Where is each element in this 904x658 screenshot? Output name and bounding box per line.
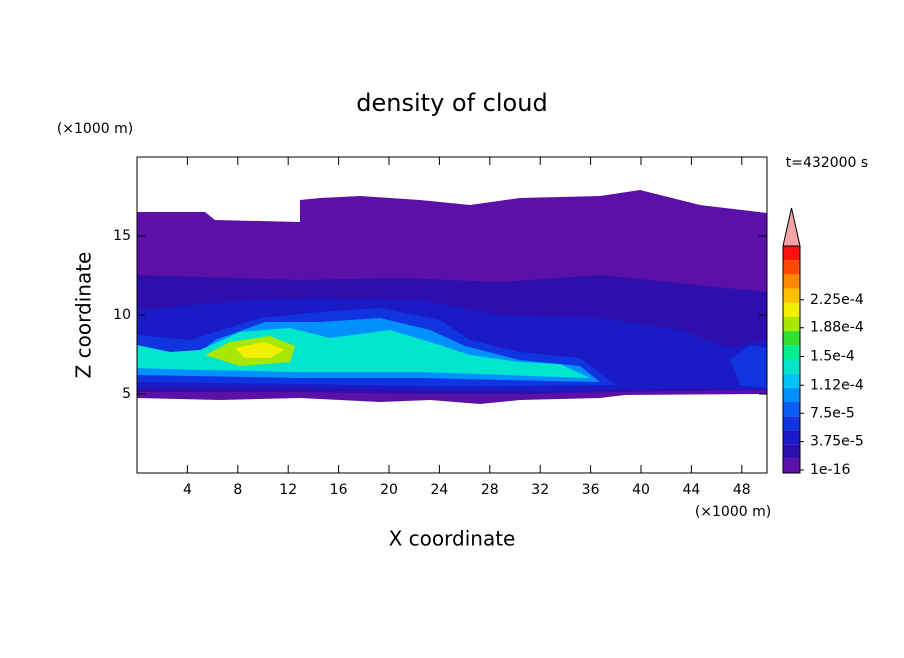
colorbar-band xyxy=(783,345,800,360)
colorbar-band xyxy=(783,302,800,317)
colorbar-band xyxy=(783,458,800,473)
x-tick-label: 36 xyxy=(582,482,600,498)
contour-layer xyxy=(730,345,767,388)
y-axis-label: Z coordinate xyxy=(72,252,96,379)
x-tick-label: 32 xyxy=(531,482,549,498)
colorbar-band xyxy=(783,387,800,403)
colorbar-band xyxy=(783,246,800,261)
colorbar-band xyxy=(783,274,800,289)
y-tick-label: 10 xyxy=(113,307,131,323)
x-tick-label: 16 xyxy=(330,482,348,498)
colorbar-label: 1e-16 xyxy=(810,462,850,478)
x-axis-label: X coordinate xyxy=(389,527,516,551)
x-tick-label: 12 xyxy=(279,482,297,498)
colorbar-band xyxy=(783,416,800,431)
y-unit: (×1000 m) xyxy=(57,121,133,137)
colorbar-band xyxy=(783,359,800,374)
x-unit: (×1000 m) xyxy=(695,504,771,520)
colorbar-band xyxy=(783,444,800,459)
colorbar-band xyxy=(783,402,800,417)
colorbar-label: 7.5e-5 xyxy=(810,405,855,421)
colorbar-band xyxy=(783,260,800,275)
x-tick-label: 4 xyxy=(183,482,192,498)
x-tick-label: 28 xyxy=(481,482,499,498)
colorbar-band xyxy=(783,430,800,445)
x-tick-label: 24 xyxy=(430,482,448,498)
x-tick-label: 20 xyxy=(380,482,398,498)
colorbar-label: 2.25e-4 xyxy=(810,292,864,308)
annotation: t=432000 s xyxy=(786,155,868,171)
colorbar-band xyxy=(783,288,800,303)
y-tick-label: 5 xyxy=(122,386,131,402)
colorbar-extend xyxy=(782,207,801,247)
colorbar-band xyxy=(783,331,800,346)
colorbar-frame xyxy=(782,245,801,474)
y-tick-label: 15 xyxy=(113,228,131,244)
cloud-field xyxy=(137,190,767,404)
colorbar-label: 1.5e-4 xyxy=(810,349,855,365)
x-tick-label: 48 xyxy=(733,482,751,498)
x-tick-label: 40 xyxy=(632,482,650,498)
colorbar-band xyxy=(783,373,800,388)
chart-title: density of cloud xyxy=(356,89,547,117)
colorbar-label: 1.88e-4 xyxy=(810,320,864,336)
x-tick-label: 44 xyxy=(682,482,700,498)
x-tick-label: 8 xyxy=(233,482,242,498)
colorbar-band xyxy=(783,316,800,332)
colorbar-label: 3.75e-5 xyxy=(810,434,864,450)
contour-layer xyxy=(235,342,285,358)
colorbar-label: 1.12e-4 xyxy=(810,377,864,393)
